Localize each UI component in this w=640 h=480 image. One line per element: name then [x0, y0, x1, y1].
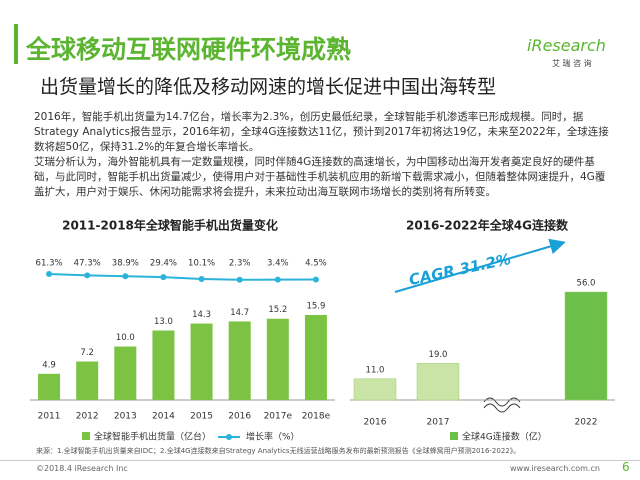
- data-label: 15.9: [306, 302, 325, 312]
- x-tick-label: 2016: [364, 418, 387, 428]
- data-label: 14.3: [192, 310, 211, 320]
- data-label: 3.4%: [267, 259, 289, 269]
- line-point: [198, 276, 205, 283]
- x-tick-label: 2012: [76, 412, 99, 422]
- bar: [564, 291, 608, 401]
- chart-title: 2016-2022年全球4G连接数: [406, 218, 569, 233]
- data-label: 10.1%: [188, 259, 215, 269]
- page-number: 6: [622, 460, 630, 474]
- body: 2016年，智能手机出货量为14.7亿台，增长率为2.3%，创历史最低纪录，全球…: [34, 110, 614, 200]
- bar: [38, 373, 61, 400]
- paragraph: 艾瑞分析认为，海外智能机具有一定数量规模，同时伴随4G连接数的高速增长，为中国移…: [34, 156, 606, 198]
- data-label: 13.0: [154, 317, 173, 327]
- data-label: 15.2: [268, 305, 287, 315]
- data-label: 4.9: [42, 360, 56, 370]
- data-label: 29.4%: [150, 259, 177, 269]
- data-label: 38.9%: [112, 259, 139, 269]
- bar: [152, 330, 175, 400]
- x-tick-label: 2022: [575, 418, 598, 428]
- x-tick-label: 2017e: [264, 412, 293, 422]
- legend-label: 增长率（%）: [246, 431, 300, 443]
- line-point: [274, 276, 281, 283]
- chart-title: 2011-2018年全球智能手机出货量变化: [62, 218, 278, 233]
- bar: [114, 346, 137, 400]
- data-label: 2.3%: [229, 259, 251, 269]
- legend-swatch: [450, 432, 458, 440]
- bar: [76, 361, 99, 400]
- bar: [416, 363, 460, 401]
- annotation: CAGR 31.2%: [407, 250, 512, 289]
- subtitle: 出货量增长的降低及移动网速的增长促进中国出海转型: [40, 76, 497, 98]
- bar: [266, 318, 289, 400]
- data-label: 11.0: [366, 365, 385, 375]
- legend-point: [226, 434, 232, 440]
- bar: [190, 323, 213, 400]
- footer-rule: [0, 460, 640, 461]
- data-label: 47.3%: [74, 259, 101, 269]
- legend-label: 全球智能手机出货量（亿台）: [94, 431, 211, 443]
- line-point: [312, 276, 319, 283]
- line: [49, 273, 316, 281]
- x-tick-label: 2014: [152, 412, 175, 422]
- data-label: 10.0: [116, 333, 135, 343]
- data-label: 19.0: [429, 350, 448, 360]
- x-tick-label: 2016: [228, 412, 251, 422]
- url: www.iresearch.com.cn: [510, 464, 600, 473]
- x-tick-label: 2017: [427, 418, 450, 428]
- x-tick-label: 2013: [114, 412, 137, 422]
- paragraph: 2016年，智能手机出货量为14.7亿台，增长率为2.3%，创历史最低纪录，全球…: [34, 111, 609, 153]
- legend-label: 全球4G连接数（亿）: [462, 431, 547, 443]
- source: 来源：1.全球智能手机出货量来自IDC；2.全球4G连接数来自Strategy …: [36, 447, 521, 455]
- x-tick-label: 2015: [190, 412, 213, 422]
- bar: [353, 378, 397, 401]
- title-bar: [14, 24, 538, 64]
- x-tick-label: 2018e: [302, 412, 331, 422]
- data-label: 14.7: [230, 308, 249, 318]
- bar: [228, 321, 251, 400]
- logo-tagline: 艾 瑞 咨 询: [552, 59, 592, 68]
- data-label: 7.2: [80, 348, 94, 358]
- data-label: 61.3%: [36, 259, 63, 269]
- bar: [304, 315, 327, 400]
- copyright: ©2018.4 iResearch Inc: [36, 464, 128, 473]
- line-point: [236, 276, 243, 283]
- cagr-arrow: [394, 238, 566, 293]
- data-label: 56.0: [577, 279, 596, 289]
- x-tick-label: 2011: [38, 412, 61, 422]
- title: 全球移动互联网硬件环境成熟: [26, 35, 352, 64]
- line-point: [84, 272, 91, 279]
- data-label: 4.5%: [305, 259, 327, 269]
- line-point: [160, 274, 167, 281]
- legend-swatch: [82, 432, 90, 440]
- logo: iResearch: [527, 36, 606, 55]
- axis-break: [483, 397, 521, 413]
- line-point: [46, 271, 53, 277]
- line-point: [122, 273, 129, 280]
